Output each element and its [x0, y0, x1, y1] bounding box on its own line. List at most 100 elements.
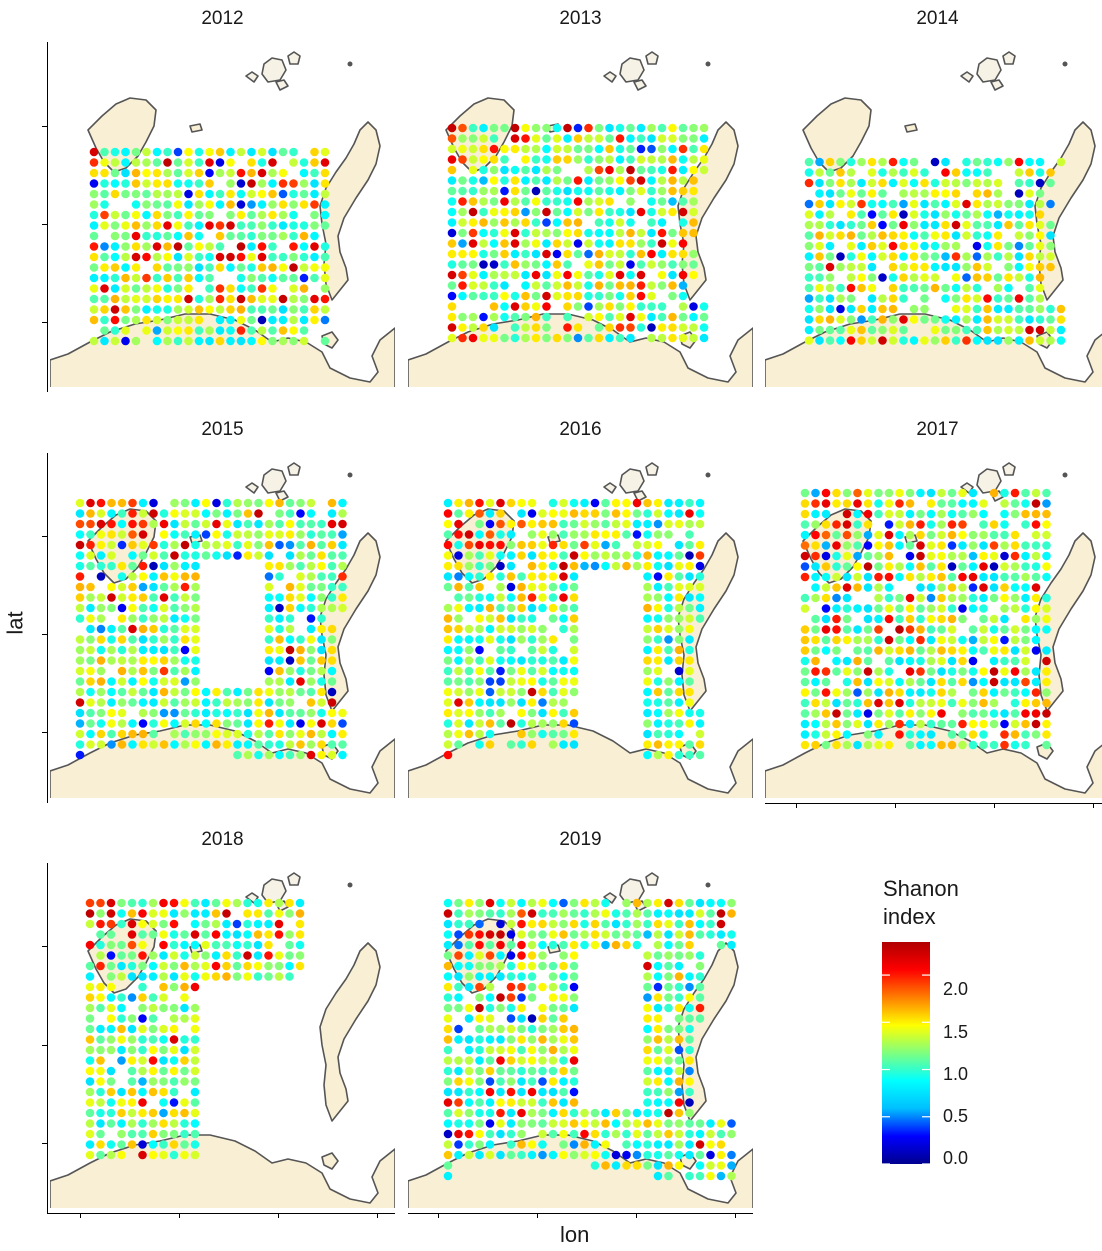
station-point: [569, 666, 579, 676]
station-point: [884, 530, 894, 540]
station-point: [496, 898, 505, 908]
station-point: [117, 1119, 126, 1128]
station-point: [1042, 719, 1051, 729]
station-point: [1021, 698, 1030, 708]
station-point: [268, 200, 277, 209]
station-point: [947, 583, 957, 592]
station-point: [169, 1119, 179, 1128]
station-point: [169, 940, 179, 950]
station-point: [110, 315, 120, 325]
station-point: [811, 593, 820, 603]
station-point: [257, 231, 267, 241]
station-point: [85, 1014, 95, 1023]
station-point: [689, 270, 698, 280]
station-point: [800, 667, 810, 676]
station-point: [527, 1108, 537, 1118]
station-point: [131, 305, 141, 314]
station-point: [1014, 294, 1024, 303]
station-point: [479, 291, 488, 301]
station-point: [159, 1119, 168, 1128]
station-point: [899, 168, 908, 177]
station-point: [668, 260, 677, 269]
station-point: [689, 165, 698, 175]
station-point: [222, 729, 232, 739]
station-point: [475, 1014, 484, 1023]
station-point: [131, 273, 141, 283]
station-point: [580, 909, 589, 918]
station-point: [909, 210, 919, 219]
station-point: [464, 572, 474, 581]
legend-colorbar: [882, 942, 930, 1164]
station-point: [1021, 583, 1030, 592]
station-point: [295, 898, 305, 908]
station-point: [867, 283, 877, 293]
station-point: [190, 909, 200, 918]
station-point: [867, 315, 877, 324]
station-point: [584, 155, 593, 164]
station-point: [475, 1098, 484, 1107]
station-point: [159, 1129, 168, 1139]
station-point: [170, 729, 179, 739]
station-point: [180, 1119, 189, 1128]
station-point: [1042, 541, 1051, 550]
station-point: [496, 1066, 505, 1076]
station-point: [678, 165, 688, 175]
station-point: [842, 593, 852, 603]
station-point: [611, 530, 621, 539]
franz-josef-land-shape: [275, 79, 289, 91]
station-point: [201, 729, 211, 739]
station-point: [247, 315, 256, 325]
station-point: [689, 260, 698, 269]
station-point: [1046, 315, 1055, 324]
station-point: [1031, 688, 1041, 697]
station-point: [580, 1129, 589, 1139]
station-point: [811, 688, 820, 697]
station-point: [527, 698, 537, 707]
station-point: [131, 147, 141, 157]
station-point: [643, 645, 652, 655]
station-point: [464, 635, 474, 644]
station-point: [222, 509, 232, 518]
station-point: [947, 688, 957, 697]
station-point: [454, 635, 463, 644]
station-point: [506, 603, 516, 613]
station-point: [685, 698, 694, 707]
station-point: [647, 281, 656, 290]
station-point: [485, 719, 495, 728]
station-point: [653, 750, 663, 760]
station-point: [947, 593, 957, 603]
station-point: [517, 708, 526, 718]
station-point: [1014, 304, 1024, 314]
station-point: [517, 498, 526, 508]
station-point: [951, 178, 961, 188]
station-point: [243, 940, 252, 950]
station-point: [148, 930, 158, 939]
station-point: [930, 241, 940, 251]
station-point: [212, 740, 221, 749]
station-point: [320, 336, 330, 346]
station-point: [117, 666, 127, 676]
station-point: [275, 530, 284, 539]
station-point: [485, 1014, 495, 1023]
station-point: [89, 336, 99, 346]
station-point: [580, 1119, 589, 1128]
station-point: [148, 993, 158, 1002]
station-point: [89, 221, 99, 230]
station-point: [485, 614, 495, 623]
station-point: [958, 509, 967, 519]
station-point: [517, 729, 526, 739]
station-point: [678, 144, 688, 154]
station-point: [853, 583, 862, 592]
station-point: [159, 603, 169, 613]
station-point: [615, 281, 625, 290]
station-point: [468, 312, 478, 322]
station-point: [517, 982, 526, 992]
station-point: [180, 1035, 189, 1044]
legend-tick-label: 2.0: [943, 979, 969, 999]
station-point: [517, 719, 526, 728]
station-point: [668, 239, 677, 248]
station-point: [100, 179, 109, 188]
station-point: [506, 740, 516, 749]
station-point: [475, 498, 484, 508]
station-point: [148, 1035, 158, 1044]
